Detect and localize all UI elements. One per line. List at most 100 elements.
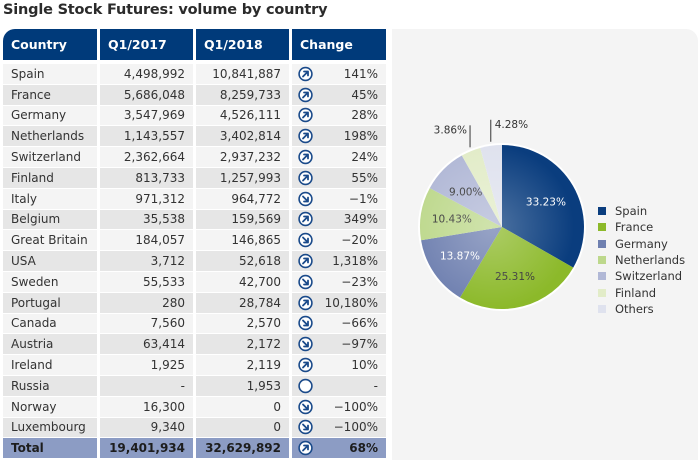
change-value: 55% (351, 170, 378, 185)
arrow-up-right-circle-icon (298, 149, 313, 165)
table-row: Russia -1,953- (3, 374, 386, 396)
arrow-up-right-circle-icon (298, 212, 313, 227)
legend-item: Netherlands (598, 252, 685, 268)
change-value: −97% (341, 337, 378, 352)
cell-q1-2018: 2,937,232 (196, 146, 289, 167)
legend-item: Spain (598, 203, 685, 219)
cell-change: 1,318% (292, 250, 386, 271)
legend-item: Switzerland (598, 268, 685, 284)
arrow-up-right-circle-icon (298, 129, 313, 144)
cell-q1-2018: 2,570 (196, 312, 289, 334)
cell-q1-2018: 2,172 (196, 333, 289, 355)
cell-q1-2017: 2,362,664 (100, 146, 193, 167)
legend-swatch (598, 239, 606, 248)
table-row: Netherlands 1,143,557 3,402,814 198% (3, 125, 386, 147)
table-row: Germany 3,547,969 4,526,111 28% (3, 104, 386, 126)
arrow-up-right-circle-icon (298, 87, 313, 102)
arrow-up-right-circle-icon (298, 66, 313, 82)
arrow-down-right-circle-icon (298, 337, 313, 352)
legend-label: Spain (615, 204, 648, 219)
cell-country: Total (3, 437, 97, 459)
legend-label: Germany (615, 236, 668, 251)
cell-q1-2018: 28,784 (196, 291, 289, 313)
cell-change: −97% (292, 333, 386, 355)
legend-swatch (598, 272, 606, 281)
cell-q1-2017: 280 (100, 291, 193, 313)
pie-label: 4.28% (495, 119, 528, 131)
cell-q1-2017: 1,143,557 (100, 125, 193, 147)
legend-item: France (598, 219, 685, 235)
table-row: France 5,686,048 8,259,733 45% (3, 83, 386, 105)
legend-item: Germany (598, 236, 685, 252)
cell-q1-2018: 52,618 (196, 250, 289, 271)
table-row: Switzerland 2,362,664 2,937,232 24% (3, 146, 386, 167)
arrow-down-right-circle-icon (298, 274, 313, 290)
change-value: 28% (351, 108, 378, 123)
cell-country: Great Britain (3, 229, 97, 251)
cell-q1-2017: 971,312 (100, 187, 193, 209)
total-row: Total 19,401,934 32,629,892 68% (3, 437, 386, 459)
cell-change: −100% (292, 395, 386, 417)
cell-country: Austria (3, 333, 97, 355)
cell-q1-2017: 9,340 (100, 416, 193, 438)
arrow-down-right-circle-icon (298, 399, 313, 414)
volume-table: Country Q1/2017 Q1/2018 Change Spain 4,49… (0, 29, 389, 459)
cell-change: 28% (292, 104, 386, 126)
cell-change: −66% (292, 312, 386, 334)
cell-q1-2017: 35,538 (100, 208, 193, 230)
table-row: Belgium 35,538 159,569 349% (3, 208, 386, 230)
legend-label: Finland (615, 285, 657, 300)
table-row: Finland 813,733 1,257,993 55% (3, 166, 386, 188)
cell-country: Spain (3, 63, 97, 84)
cell-country: Italy (3, 187, 97, 209)
table-row: Sweden 55,533 42,700 −23% (3, 270, 386, 292)
table-row: Great Britain 184,057 146,865 −20% (3, 229, 386, 251)
cell-q1-2018: 0 (196, 395, 289, 417)
cell-country: Sweden (3, 270, 97, 292)
cell-change: 10% (292, 354, 386, 375)
cell-change: 198% (292, 125, 386, 147)
cell-q1-2017: 16,300 (100, 395, 193, 417)
cell-q1-2017: - (100, 374, 193, 396)
cell-country: Norway (3, 395, 97, 417)
cell-q1-2018: 964,772 (196, 187, 289, 209)
arrow-down-right-circle-icon (298, 420, 313, 435)
header-q1-2017: Q1/2017 (100, 29, 193, 63)
table-row: Luxembourg 9,340 0 −100% (3, 416, 386, 438)
change-value: 45% (351, 87, 378, 102)
table-row: Ireland 1,925 2,119 10% (3, 354, 386, 375)
cell-change: 24% (292, 146, 386, 167)
table-row: Spain 4,498,992 10,841,887 141% (3, 63, 386, 84)
legend-item: Finland (598, 284, 685, 300)
cell-country: Ireland (3, 354, 97, 375)
cell-q1-2018: 4,526,111 (196, 104, 289, 126)
pie-label: 13.87% (440, 251, 480, 263)
cell-country: USA (3, 250, 97, 271)
cell-country: France (3, 83, 97, 105)
cell-change: 55% (292, 166, 386, 188)
cell-change: 45% (292, 83, 386, 105)
table-row: USA 3,712 52,618 1,318% (3, 250, 386, 271)
legend-label: Others (615, 301, 654, 316)
arrow-up-right-circle-icon (298, 108, 313, 123)
cell-country: Switzerland (3, 146, 97, 167)
cell-q1-2017: 3,712 (100, 250, 193, 271)
change-value: - (373, 378, 378, 393)
cell-q1-2018: 3,402,814 (196, 125, 289, 147)
arrow-down-right-circle-icon (298, 233, 313, 248)
cell-q1-2017: 184,057 (100, 229, 193, 251)
cell-q1-2017: 1,925 (100, 354, 193, 375)
legend-swatch (598, 288, 606, 297)
pie-label: 25.31% (495, 271, 535, 283)
cell-q1-2017: 3,547,969 (100, 104, 193, 126)
cell-change: - (292, 374, 386, 396)
table-row: Austria 63,414 2,172 −97% (3, 333, 386, 355)
pie-label: 3.86% (434, 124, 467, 136)
change-value: 1,318% (332, 254, 378, 269)
cell-q1-2018: 42,700 (196, 270, 289, 292)
cell-q1-2017: 813,733 (100, 166, 193, 188)
empty-circle-icon (298, 378, 313, 394)
cell-q1-2018: 1,953 (196, 374, 289, 396)
table-row: Italy 971,312 964,772 −1% (3, 187, 386, 209)
change-value: 198% (343, 129, 378, 144)
